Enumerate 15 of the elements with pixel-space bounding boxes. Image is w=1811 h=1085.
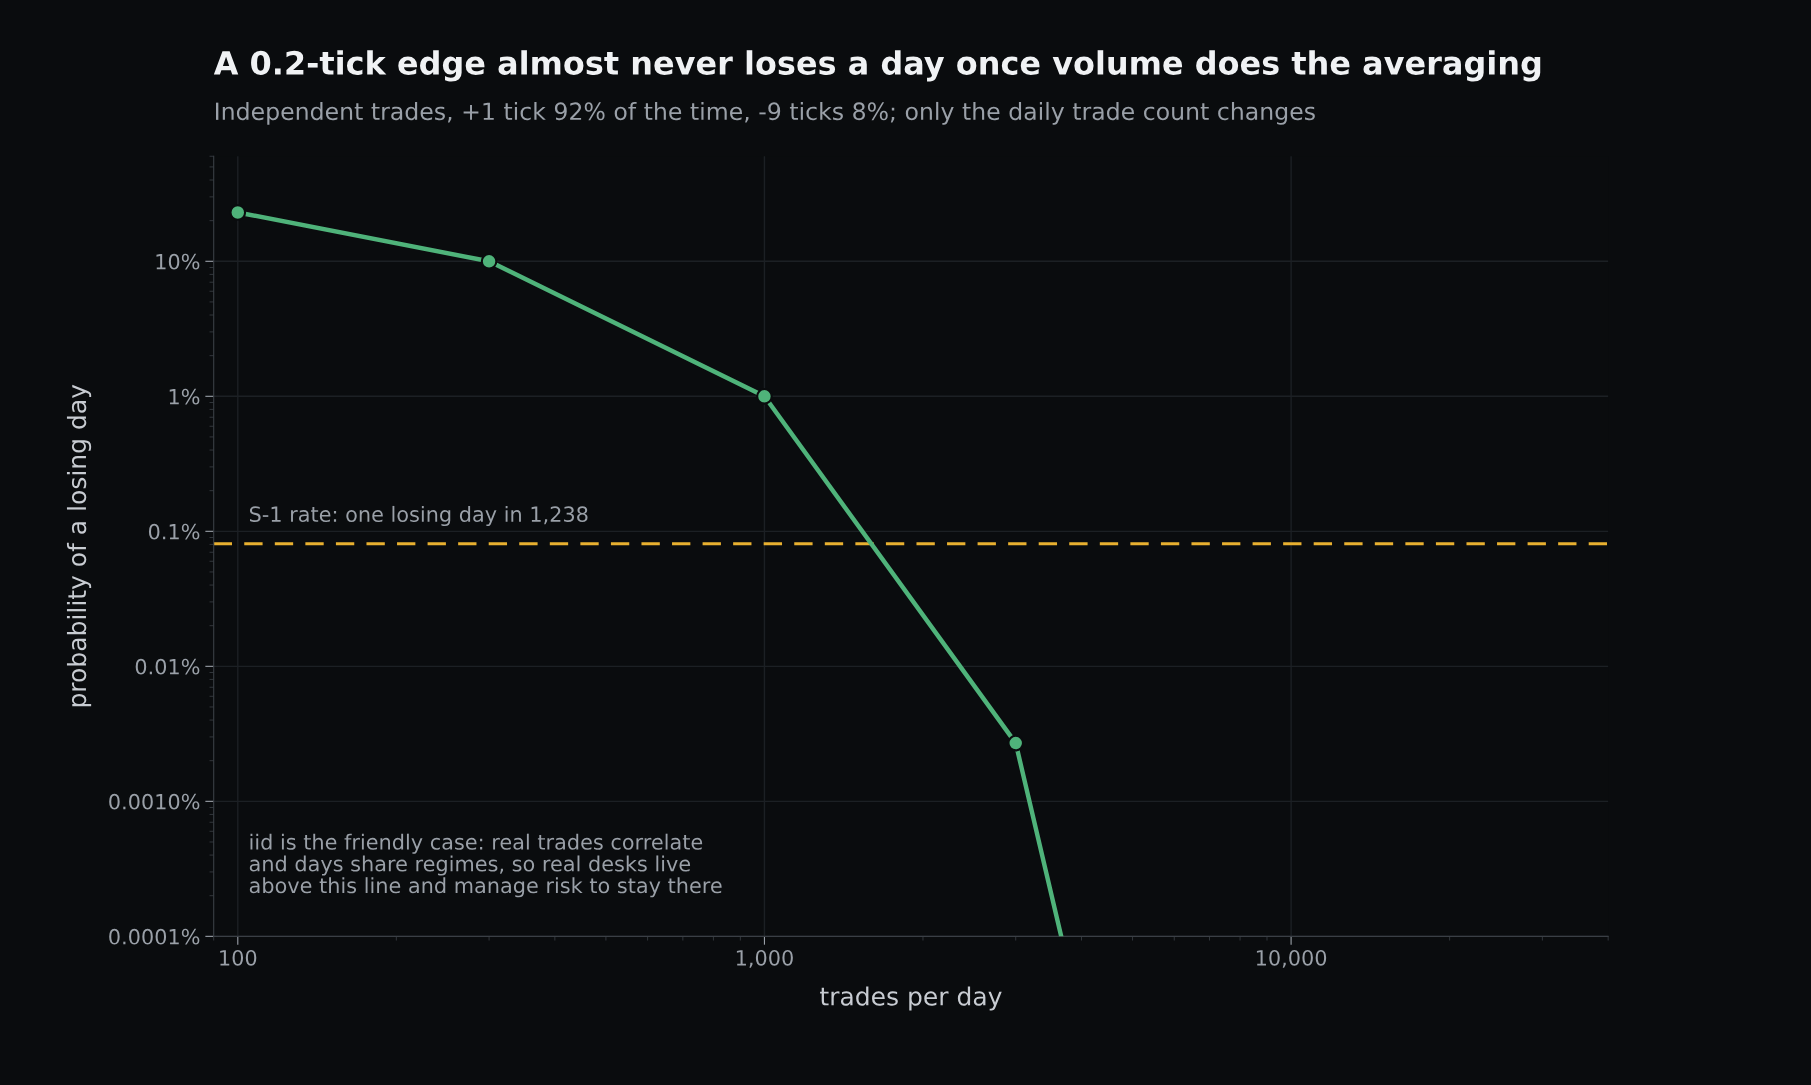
chart-title: A 0.2-tick edge almost never loses a day once volume does the averaging — [213, 50, 1541, 82]
y-tick-label: 0.0001% — [109, 928, 200, 945]
y-tick-label: 0.1% — [148, 523, 200, 540]
x-axis-title: trades per day — [820, 986, 1002, 1011]
y-tick-label: 0.01% — [135, 658, 200, 675]
y-axis-title: probability of a losing day — [66, 384, 92, 707]
ref-line-label: S-1 rate: one losing day in 1,238 — [249, 505, 588, 527]
annotation: iid is the friendly case: real trades correlate and days share regimes, so real desks live above this line and manage risk to stay there — [249, 833, 722, 898]
y-tick-label: 1% — [169, 388, 200, 405]
y-tick-label: 0.0010% — [109, 793, 200, 810]
chart-subtitle: Independent trades, +1 tick 92% of the time, -9 ticks 8%; only the daily trade count changes — [216, 101, 1315, 125]
y-tick-label: 10% — [156, 253, 200, 270]
x-tick-label: 1,000 — [736, 949, 793, 968]
x-tick-label: 10,000 — [1256, 949, 1327, 968]
x-tick-label: 100 — [220, 949, 257, 966]
